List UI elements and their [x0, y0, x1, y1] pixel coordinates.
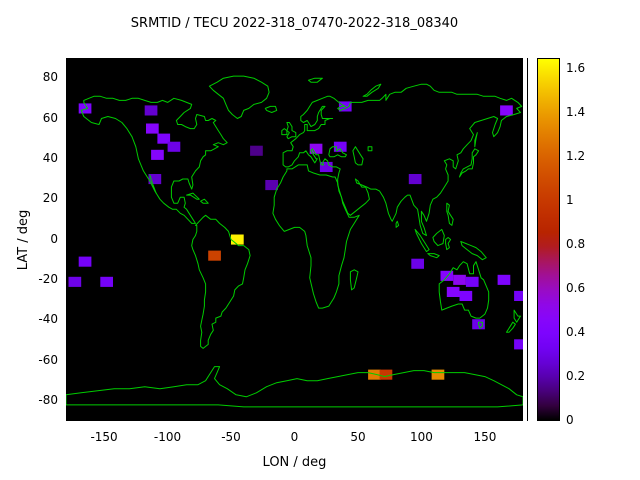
heatmap-cell: [368, 369, 381, 380]
coastline-path: [459, 148, 480, 178]
y-tick-label: 0: [50, 231, 58, 246]
heatmap-cell: [231, 234, 244, 245]
heatmap-cell: [309, 143, 323, 154]
coastline-path: [66, 366, 523, 408]
coastline-path: [362, 83, 382, 97]
coastline-path: [308, 77, 323, 83]
coastlines: [66, 75, 523, 408]
heatmap-cell: [265, 180, 278, 191]
heatmap-cell: [453, 274, 466, 285]
heatmap-cell: [250, 145, 263, 156]
heatmap-cell: [408, 174, 422, 185]
coastline-path: [264, 105, 278, 113]
heatmap-cell: [465, 276, 479, 287]
heatmap-cell: [78, 256, 92, 267]
y-tick-label: -60: [38, 352, 58, 367]
heatmap-cell: [100, 276, 113, 287]
coastline-path: [272, 164, 360, 309]
x-tick-label: -150: [90, 430, 118, 444]
heatmap-cell: [167, 141, 181, 152]
colorbar-tick-label: 1.4: [566, 105, 586, 119]
coastline-path: [474, 132, 478, 148]
coastline-path: [427, 253, 440, 259]
coastline-path: [432, 228, 445, 247]
x-tick-label: 150: [473, 430, 497, 444]
colorbar-tick-label: 0.2: [566, 369, 586, 383]
coastline-path: [328, 146, 347, 158]
heatmap-cell: [78, 103, 92, 114]
colorbar-tick-label: 0: [566, 413, 574, 427]
plot-right-border: [527, 58, 528, 421]
coastline-path: [282, 83, 523, 236]
coastline-path: [281, 128, 288, 136]
coastline-path: [80, 95, 228, 224]
coastline-path: [414, 228, 430, 253]
colorbar-tick-label: 1: [566, 193, 574, 207]
colorbar: [537, 58, 560, 421]
heatmap-cell: [319, 161, 333, 172]
chart-title: SRMTID / TECU 2022-318_07470-2022-318_08…: [130, 16, 459, 31]
heatmap-cells: [68, 101, 523, 380]
coastline-path: [506, 321, 516, 333]
coastline-path: [186, 192, 200, 200]
heatmap-cell: [146, 123, 159, 134]
heatmap-cell: [157, 133, 171, 144]
coastline-path: [286, 122, 297, 140]
x-tick-label: -50: [221, 430, 241, 444]
heatmap-cell: [148, 174, 162, 185]
world-map: [66, 75, 523, 408]
y-tick-label: -20: [38, 271, 58, 286]
heatmap-cell: [446, 286, 460, 297]
coastline-path: [460, 241, 487, 261]
colorbar-tick-label: 0.4: [566, 325, 586, 339]
coastline-path: [208, 75, 270, 119]
heatmap-cell: [514, 290, 523, 301]
heatmap-cell: [440, 270, 454, 281]
y-tick-label: -40: [38, 312, 58, 327]
x-tick-label: 0: [290, 430, 299, 444]
x-axis-label: LON / deg: [262, 455, 327, 470]
coastline-path: [395, 220, 400, 228]
heatmap-cell: [151, 149, 164, 160]
plot-area: [66, 58, 523, 421]
colorbar-tick-label: 0.8: [566, 237, 586, 251]
colorbar-tick-label: 1.2: [566, 149, 586, 163]
y-tick-label: -80: [38, 392, 58, 407]
coastline-path: [352, 146, 364, 166]
y-tick-label: 60: [42, 110, 58, 125]
y-tick-label: 40: [42, 150, 58, 165]
coastline-path: [446, 202, 454, 226]
coastline-path: [367, 146, 373, 152]
heatmap-cell: [459, 290, 473, 301]
heatmap-cell: [144, 105, 158, 116]
x-tick-label: 50: [350, 430, 366, 444]
x-tick-label: 100: [409, 430, 433, 444]
heatmap-cell: [500, 105, 513, 116]
heatmap-cell: [514, 339, 523, 350]
heatmap-cell: [379, 369, 393, 380]
heatmap-cell: [497, 274, 511, 285]
y-tick-label: 80: [42, 70, 58, 85]
colorbar-tick-label: 0.6: [566, 281, 586, 295]
coastline-path: [149, 174, 157, 194]
coastline-path: [478, 321, 483, 329]
x-tick-label: -100: [153, 430, 182, 444]
y-tick-label: 20: [42, 191, 58, 206]
coastline-path: [349, 269, 359, 291]
heatmap-cell: [431, 369, 445, 380]
coastline-path: [438, 261, 490, 319]
heatmap-cell: [333, 141, 347, 152]
colorbar-tick-label: 1.6: [566, 61, 586, 75]
heatmap-cell: [68, 276, 82, 287]
coastline-path: [191, 214, 251, 349]
coastline-path: [200, 198, 209, 204]
heatmap-cell: [208, 250, 221, 261]
heatmap-cell: [411, 258, 424, 269]
coastline-path: [445, 237, 452, 251]
coastline-path: [513, 309, 521, 323]
